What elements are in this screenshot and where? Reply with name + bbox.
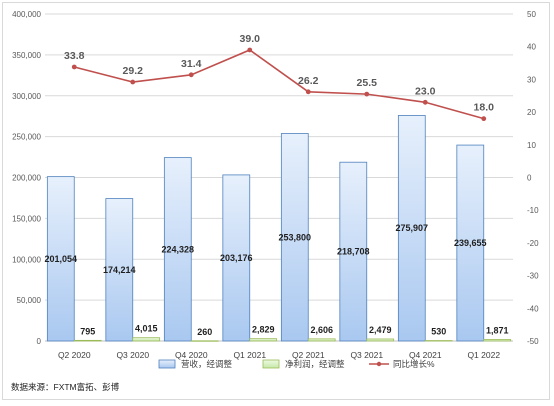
revenue-bar	[222, 174, 251, 342]
revenue-label: 218,708	[337, 247, 370, 257]
growth-label: 39.0	[240, 33, 261, 45]
category-label: Q3 2021	[350, 350, 383, 360]
right-tick-label: -40	[527, 304, 539, 313]
net-profit-label: 4,015	[135, 324, 158, 334]
growth-label: 29.2	[123, 65, 144, 77]
legend-swatch	[262, 359, 280, 369]
bars	[46, 115, 512, 342]
growth-label: 23.0	[415, 85, 436, 97]
revenue-bar	[46, 176, 75, 342]
net-profit-bar	[366, 338, 395, 342]
net-profit-label: 1,871	[486, 325, 509, 335]
growth-point	[305, 89, 311, 95]
legend: 营收，经调整 净利润，经调整 同比增长%	[158, 359, 435, 369]
net-profit-bar	[483, 339, 512, 342]
revenue-label: 275,907	[396, 223, 429, 233]
left-axis: 0 50,000 100,000 150,000 200,000 250,000 300,0…	[12, 10, 41, 346]
net-profit-bar	[190, 340, 219, 342]
right-tick-label: -50	[527, 337, 539, 346]
revenue-label: 174,214	[103, 265, 136, 275]
category-label: Q1 2022	[467, 350, 500, 360]
growth-point	[481, 116, 487, 122]
source-note: 数据来源：FXTM富拓、彭博	[11, 382, 120, 392]
left-tick-label: 350,000	[12, 51, 41, 60]
net-profit-bar	[73, 339, 102, 342]
category-label: Q3 2020	[116, 350, 149, 360]
right-tick-label: 10	[527, 141, 536, 150]
right-tick-label: 50	[527, 10, 536, 19]
net-profit-bar	[424, 340, 453, 342]
revenue-bar	[397, 115, 426, 342]
net-profit-label: 2,479	[369, 325, 392, 335]
chart-svg: 0 50,000 100,000 150,000 200,000 250,000 300,0…	[11, 10, 539, 392]
legend-swatch	[158, 359, 176, 369]
growth-label: 26.2	[298, 75, 319, 87]
revenue-label: 203,176	[220, 253, 253, 263]
growth-label: 31.4	[181, 58, 202, 70]
growth-point	[247, 47, 253, 53]
growth-point	[71, 64, 77, 70]
net-profit-label: 260	[197, 327, 212, 337]
left-tick-label: 100,000	[12, 255, 41, 264]
growth-label: 18.0	[474, 102, 495, 114]
chart-frame: 0 50,000 100,000 150,000 200,000 250,000 300,0…	[2, 2, 550, 400]
growth-point	[130, 79, 136, 85]
left-tick-label: 150,000	[12, 214, 41, 223]
right-tick-label: 40	[527, 43, 536, 52]
left-tick-label: 400,000	[12, 10, 41, 19]
growth-point	[188, 72, 194, 78]
revenue-bar	[456, 144, 485, 342]
category-label: Q4 2021	[409, 350, 442, 360]
right-axis: -50 -40 -30 -20 -10 0 10 20 30 40 50	[527, 10, 539, 346]
right-tick-label: -10	[527, 206, 539, 215]
growth-line	[71, 47, 487, 122]
left-tick-label: 250,000	[12, 133, 41, 142]
revenue-label: 239,655	[454, 238, 487, 248]
legend-label: 同比增长%	[393, 359, 435, 369]
net-profit-bar	[132, 337, 161, 342]
left-tick-label: 0	[37, 337, 42, 346]
net-profit-bar	[307, 338, 336, 342]
right-tick-label: -30	[527, 272, 539, 281]
net-profit-bar	[249, 338, 278, 342]
revenue-label: 224,328	[162, 244, 195, 254]
data-labels: 201,054 795 174,214 4,015 224,328 260 203,176 2…	[45, 33, 509, 337]
revenue-label: 201,054	[45, 254, 78, 264]
growth-label: 33.8	[64, 50, 85, 62]
left-tick-label: 200,000	[12, 174, 41, 183]
growth-polyline	[74, 49, 484, 120]
revenue-label: 253,800	[279, 232, 312, 242]
right-tick-label: -20	[527, 239, 539, 248]
category-label: Q1 2021	[233, 350, 266, 360]
revenue-bar	[339, 161, 368, 342]
legend-label: 净利润，经调整	[285, 359, 345, 369]
category-label: Q2 2020	[58, 350, 91, 360]
right-tick-label: 30	[527, 75, 536, 84]
net-profit-label: 795	[80, 326, 95, 336]
net-profit-label: 2,606	[310, 325, 333, 335]
legend-label: 营收，经调整	[181, 359, 233, 369]
revenue-bar	[280, 133, 309, 342]
growth-point	[422, 99, 428, 105]
right-tick-label: 0	[527, 174, 532, 183]
left-tick-label: 300,000	[12, 92, 41, 101]
category-label: Q4 2020	[175, 350, 208, 360]
net-profit-label: 530	[431, 327, 446, 337]
right-tick-label: 20	[527, 108, 536, 117]
net-profit-label: 2,829	[252, 325, 275, 335]
revenue-bar	[105, 198, 134, 342]
category-axis: Q2 2020 Q3 2020 Q4 2020 Q1 2021 Q2 2021 Q3 20…	[58, 350, 500, 360]
left-tick-label: 50,000	[17, 296, 42, 305]
growth-point	[364, 91, 370, 97]
legend-marker	[376, 361, 382, 367]
revenue-bar	[163, 157, 192, 342]
growth-label: 25.5	[357, 77, 378, 89]
category-label: Q2 2021	[292, 350, 325, 360]
